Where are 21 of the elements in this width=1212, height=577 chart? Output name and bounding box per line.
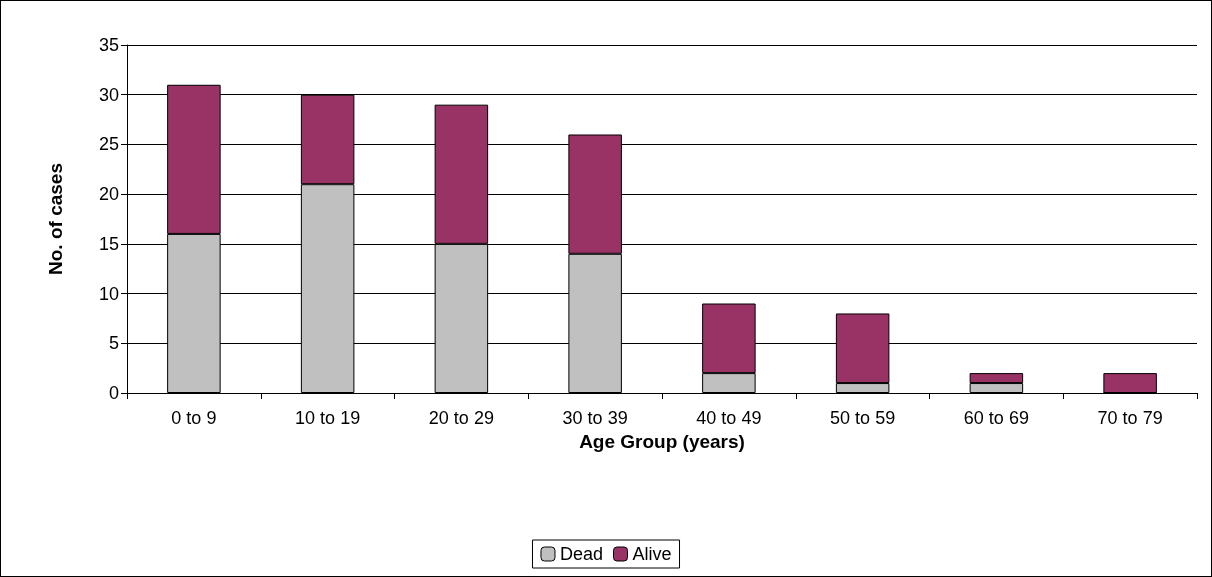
- y-tick-label: 5: [108, 333, 119, 354]
- x-tick-label: 40 to 49: [696, 408, 762, 428]
- y-tick-label: 20: [98, 184, 119, 205]
- x-tick-label: 30 to 39: [562, 408, 628, 428]
- x-tick-label: 60 to 69: [963, 408, 1029, 428]
- x-tick-label: 0 to 9: [171, 408, 217, 428]
- y-tick-label: 10: [98, 283, 119, 304]
- y-tick-label: 0: [108, 383, 119, 403]
- y-tick-label: 30: [98, 84, 119, 105]
- x-tick-label: 50 to 59: [830, 408, 896, 428]
- x-tick-label: 10 to 19: [295, 408, 361, 428]
- bar: [1103, 373, 1157, 393]
- x-axis-title: Age Group (years): [579, 430, 745, 452]
- x-tick-label: 20 to 29: [428, 408, 494, 428]
- legend-label: Alive: [632, 544, 672, 564]
- legend-label: Dead: [559, 544, 604, 564]
- x-tick-label: 70 to 79: [1097, 408, 1163, 428]
- y-axis-title: No. of cases: [45, 163, 66, 275]
- y-tick-label: 15: [98, 233, 119, 254]
- y-tick-label: 25: [98, 134, 119, 155]
- y-tick-label: 35: [98, 35, 119, 55]
